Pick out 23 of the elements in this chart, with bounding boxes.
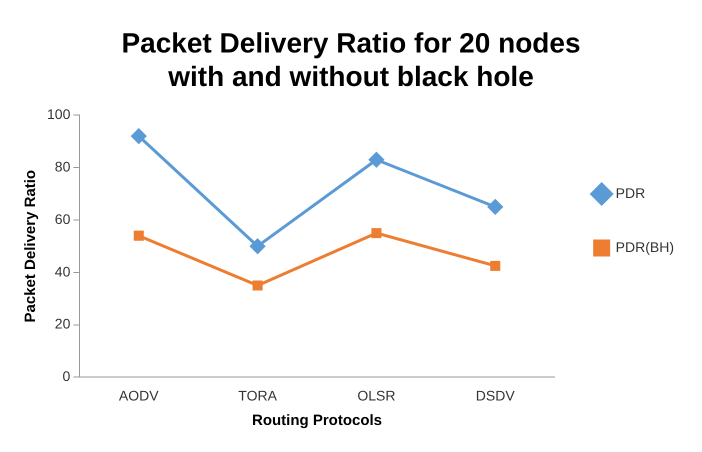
point — [252, 280, 263, 291]
point — [371, 228, 382, 238]
x-tick-label: DSDV — [476, 387, 516, 404]
x-tick-label: AODV — [118, 387, 160, 404]
y-axis-title: Packet Delivery Ratio — [22, 170, 40, 322]
y-tick-label: 80 — [54, 158, 71, 174]
x-tick-label: OLSR — [357, 387, 396, 404]
chart-title: Packet Delivery Ratio for 20 nodes with and without black hole — [121, 28, 581, 92]
y-tick-label: 40 — [54, 263, 71, 280]
y-tick-label: 100 — [47, 106, 71, 122]
x-axis-title: Routing Protocols — [252, 412, 382, 430]
point — [134, 230, 144, 241]
y-tick-label: 60 — [54, 210, 71, 227]
y-tick-label: 0 — [62, 368, 71, 384]
point — [368, 152, 384, 168]
legend-label: PDR(BH) — [616, 238, 674, 255]
point — [488, 199, 503, 214]
y-tick-label: 20 — [54, 316, 71, 332]
x-tick-label: TORA — [238, 387, 278, 404]
legend-label: PDR — [616, 184, 646, 201]
point — [250, 238, 266, 254]
point — [131, 128, 146, 144]
point — [490, 260, 500, 271]
